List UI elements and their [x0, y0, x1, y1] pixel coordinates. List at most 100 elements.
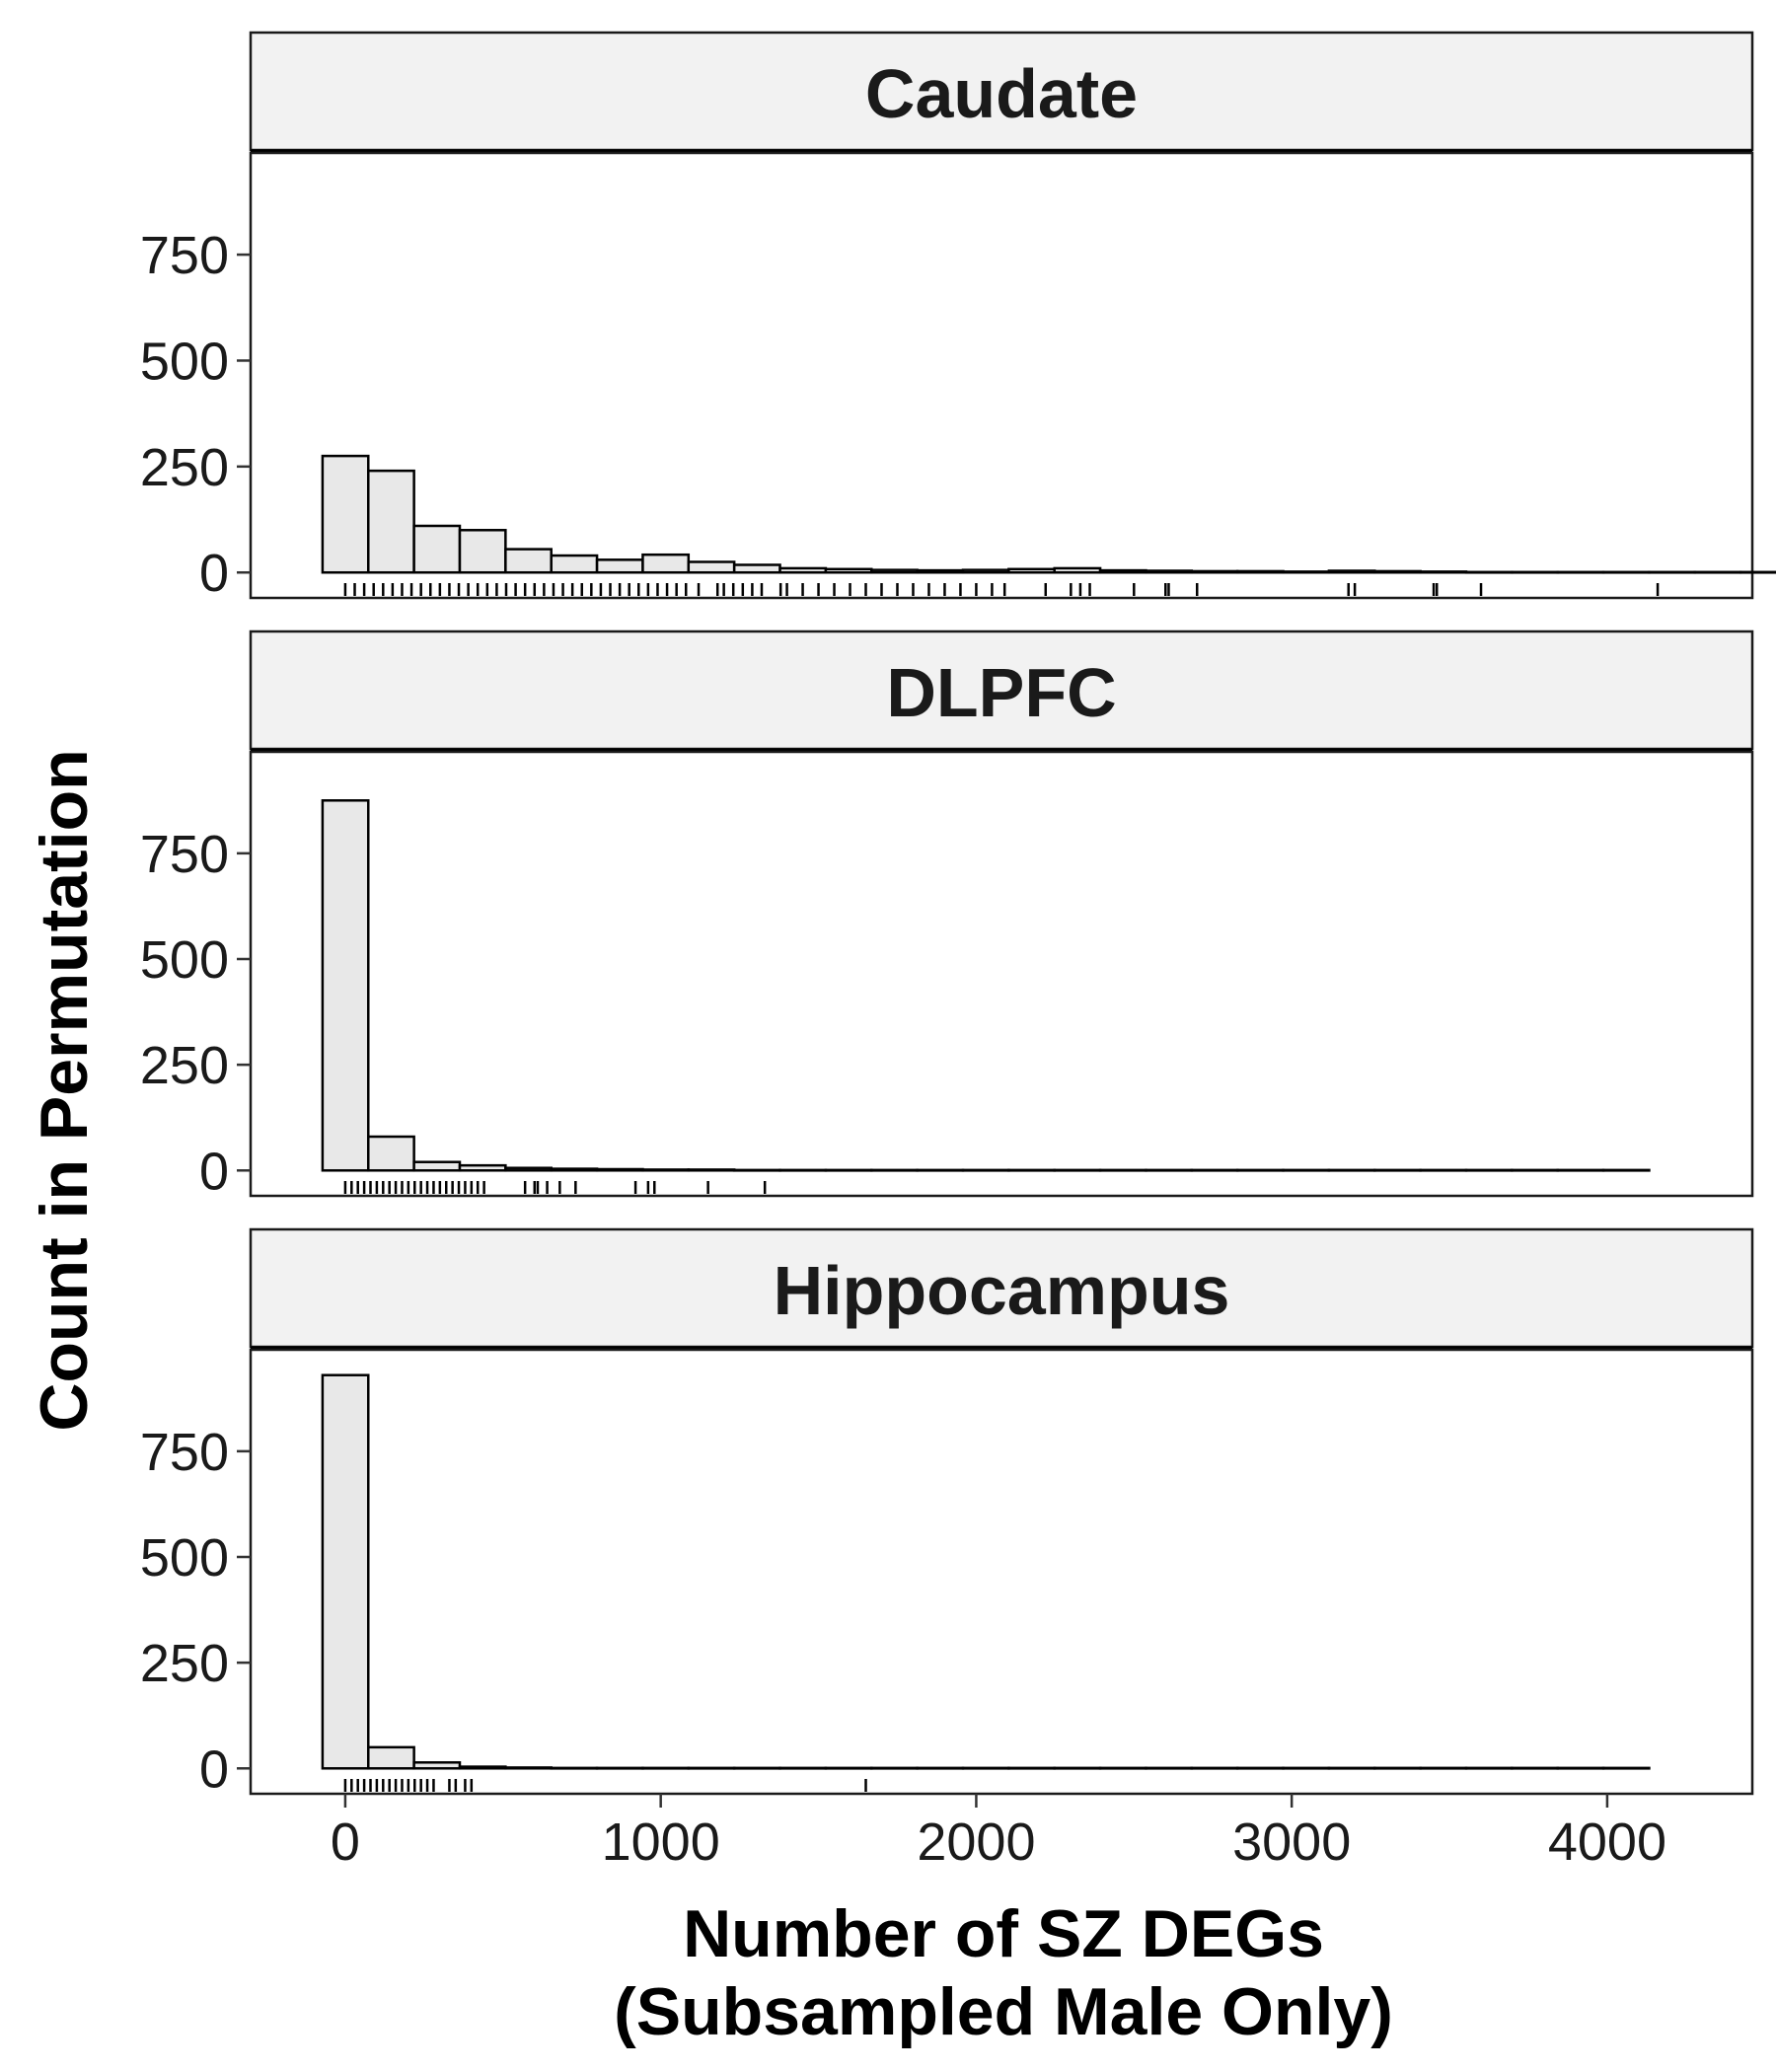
histogram-bar	[1282, 1766, 1331, 1770]
histogram-bar	[1739, 570, 1776, 574]
y-tick-label: 750	[140, 825, 229, 884]
histogram-bar	[595, 1766, 644, 1770]
histogram-bar	[732, 563, 781, 574]
y-tick-label: 250	[140, 1036, 229, 1095]
panel-border	[249, 151, 1754, 600]
facet-caudate: Caudate 0 250 500 750	[140, 31, 1776, 603]
histogram-bar	[732, 1766, 781, 1770]
histogram-bar	[550, 1766, 599, 1770]
histogram-bar	[961, 1766, 1010, 1770]
histogram-bar	[1693, 570, 1742, 574]
histogram-bar	[1373, 1168, 1422, 1172]
histogram-bar	[1327, 569, 1376, 574]
histogram-bar	[1327, 1168, 1376, 1172]
histogram-bar	[1190, 569, 1239, 574]
x-tick-label: 1000	[602, 1813, 720, 1872]
histogram-bar	[916, 1168, 965, 1172]
histogram-bar	[504, 1166, 553, 1172]
histogram-bar	[504, 1766, 553, 1770]
histogram-bar	[1511, 1766, 1559, 1770]
histogram-bar	[1145, 1766, 1194, 1770]
histogram-bar	[367, 1135, 415, 1172]
histogram-bar	[641, 1766, 691, 1770]
histogram-bar	[412, 1160, 462, 1172]
histogram-bar	[1511, 1168, 1559, 1172]
histogram-bar	[1556, 1766, 1605, 1770]
y-tick-label: 500	[140, 332, 229, 391]
y-tick-label: 500	[140, 930, 229, 990]
histogram-bar	[870, 1766, 919, 1770]
histogram-bar	[916, 1766, 965, 1770]
histogram-bar	[504, 548, 553, 574]
histogram-bar	[1282, 1168, 1331, 1172]
histogram-bar	[641, 553, 691, 574]
histogram-bar	[550, 1167, 599, 1172]
y-tick-label: 0	[199, 544, 229, 603]
histogram-bar	[1648, 570, 1697, 574]
histogram-bar	[1464, 570, 1514, 574]
histogram-bar	[550, 554, 599, 574]
y-tick-label: 250	[140, 438, 229, 497]
histogram-bar	[1419, 570, 1468, 574]
panel-border	[249, 750, 1754, 1198]
histogram-bar	[458, 1765, 507, 1770]
facet-strip	[249, 31, 1754, 152]
y-tick-label: 750	[140, 226, 229, 285]
histogram-bar	[321, 454, 370, 574]
histogram-bar	[321, 1373, 370, 1770]
histogram-bar	[1190, 1766, 1239, 1770]
facet-strip	[249, 1227, 1754, 1349]
histogram-bar	[732, 1168, 781, 1172]
facet-hippocampus: Hippocampus 0 250 500 750	[140, 1227, 1754, 1799]
histogram-bar	[824, 1168, 873, 1172]
histogram-bar	[870, 1168, 919, 1172]
x-tick-label: 2000	[917, 1813, 1035, 1872]
histogram-bar	[1464, 1766, 1514, 1770]
histogram-bar	[595, 558, 644, 574]
y-tick-label: 0	[199, 1142, 229, 1201]
histogram-bar	[1007, 567, 1056, 574]
histogram-bar	[1556, 570, 1605, 574]
histogram-bar	[778, 566, 828, 574]
histogram-bar	[687, 560, 736, 574]
histogram-bar	[1098, 568, 1147, 574]
histogram-bar	[1464, 1168, 1514, 1172]
histogram-bar	[1053, 566, 1102, 574]
histogram-bar	[1235, 1766, 1285, 1770]
histogram-bar	[824, 1766, 873, 1770]
histogram-bar	[458, 1163, 507, 1172]
histogram-bar	[916, 568, 965, 574]
panel-border	[249, 1348, 1754, 1796]
x-tick-label: 3000	[1232, 1813, 1351, 1872]
y-tick-label: 500	[140, 1528, 229, 1588]
histogram-bar	[1601, 1766, 1651, 1770]
y-tick-label: 0	[199, 1739, 229, 1799]
histogram-bar	[1327, 1766, 1376, 1770]
x-axis-title-line-2: (Subsampled Male Only)	[614, 1974, 1393, 2049]
histogram-bar	[1007, 1168, 1056, 1172]
histogram-bar	[778, 1766, 828, 1770]
histogram-bar	[321, 799, 370, 1172]
histogram-bar	[824, 567, 873, 574]
histogram-bar	[1373, 569, 1422, 574]
histogram-bar	[1190, 1168, 1239, 1172]
histogram-bar	[458, 529, 507, 574]
x-axis-title-line-1: Number of SZ DEGs	[683, 1896, 1324, 1971]
histogram-bar	[1282, 570, 1331, 574]
histogram-bar	[412, 524, 462, 574]
histogram-bar	[1235, 569, 1285, 574]
facet-title: DLPFC	[886, 654, 1116, 731]
facet-panels: Caudate0250500750DLPFC0250500750Hippocam…	[140, 31, 1776, 1799]
histogram-bar	[961, 568, 1010, 574]
histogram-bar	[1556, 1168, 1605, 1172]
histogram-bar	[1007, 1766, 1056, 1770]
histogram-bar	[1098, 1168, 1147, 1172]
histogram-bar	[367, 469, 415, 574]
facet-dlpfc: DLPFC 0 250 500 750	[140, 629, 1754, 1201]
histogram-bar	[595, 1167, 644, 1172]
histogram-bar	[687, 1766, 736, 1770]
histogram-bar	[778, 1168, 828, 1172]
histogram-bar	[1053, 1766, 1102, 1770]
histogram-bar	[1601, 1168, 1651, 1172]
